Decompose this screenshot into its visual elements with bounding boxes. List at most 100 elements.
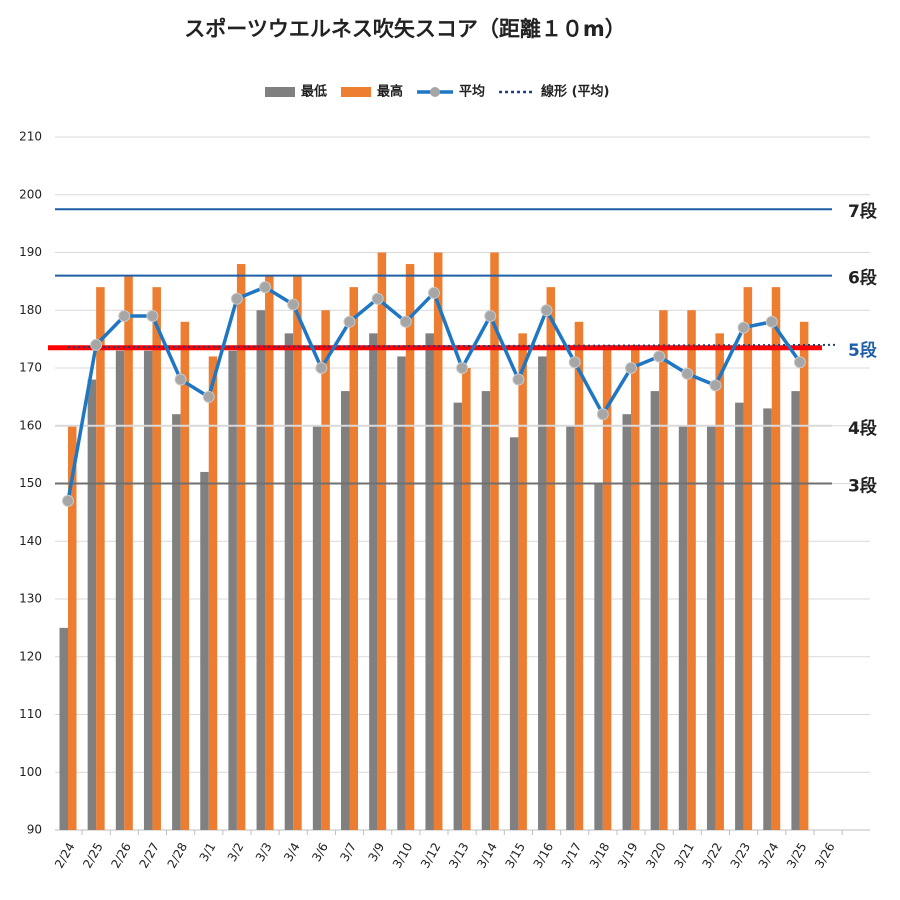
legend-label: 最低 [301,84,327,100]
bar [115,350,125,830]
y-tick-label: 120 [19,649,42,663]
y-tick-label: 180 [19,303,42,317]
bar [594,483,603,830]
y-tick-label: 190 [19,245,42,259]
x-tick-label: 3/25 [784,840,810,870]
point [62,494,74,507]
bar [462,368,471,830]
x-tick-label: 3/16 [531,840,557,870]
bar [256,310,266,830]
point [653,350,666,363]
point [765,315,778,328]
reference-label: 3段 [848,476,877,497]
bar [397,356,406,830]
bar [143,350,153,830]
bar [152,287,161,830]
bar [228,350,237,830]
point [709,379,722,392]
bar [631,344,640,830]
point [371,292,384,305]
chart-title: スポーツウエルネス吹矢スコア（距離１０m） [184,17,625,41]
bar [284,333,294,830]
bar [743,287,753,830]
bar [265,275,274,831]
bar [341,391,350,830]
bar [490,252,499,830]
y-tick-label: 110 [19,707,42,721]
point [287,298,300,311]
point [568,356,581,369]
bar [312,425,322,830]
bar [293,275,302,831]
bar [791,391,800,830]
bar [377,252,387,830]
bar [509,437,519,830]
bar [180,321,190,830]
bar [68,425,77,830]
point [793,356,806,369]
x-tick-label: 2/24 [52,840,78,870]
bar [96,287,105,830]
x-tick-label: 3/23 [728,840,754,870]
reference-label: 4段 [848,418,877,439]
point [427,286,440,299]
bar [566,425,575,830]
point [343,315,356,328]
reference-label: 7段 [848,201,877,222]
bar [659,310,668,830]
point [540,304,553,317]
bar [59,627,68,830]
x-tick-label: 3/4 [281,840,303,864]
bar [799,321,809,830]
y-tick-label: 210 [19,130,42,144]
x-tick-label: 2/27 [136,840,162,870]
bar [405,264,415,830]
point [202,390,215,403]
x-tick-label: 3/15 [502,840,528,870]
reference-label: 6段 [848,268,877,289]
x-tick-label: 3/2 [225,840,247,864]
bar [602,344,612,830]
x-tick-label: 3/24 [756,840,782,870]
bar [87,379,97,830]
bar [706,425,716,830]
y-tick-label: 200 [19,187,42,201]
bar [481,391,491,830]
x-tick-label: 3/21 [671,840,697,870]
x-tick-label: 3/20 [643,840,669,870]
bar [208,356,218,830]
y-tick-label: 160 [19,418,42,432]
legend-swatch [341,87,372,97]
point [456,362,469,374]
x-tick-label: 3/9 [365,840,387,864]
legend-label: 最高 [377,84,403,100]
bar [200,471,209,830]
x-tick-label: 2/26 [108,840,134,870]
bar [236,264,246,830]
bar [518,333,527,830]
trend-line [67,343,837,349]
x-tick-label: 3/7 [337,840,359,864]
point [681,367,694,380]
bar [771,287,781,830]
y-tick-label: 140 [19,534,42,548]
bar [369,333,378,830]
point [315,362,328,374]
y-tick-label: 170 [19,361,42,375]
x-tick-label: 3/26 [812,840,838,870]
x-tick-label: 3/14 [474,840,500,870]
point [118,310,131,323]
bar [650,391,660,830]
bar [687,310,696,830]
legend-label: 線形 (平均) [541,84,609,100]
x-tick-label: 2/25 [80,840,106,870]
y-tick-label: 90 [27,823,42,837]
y-tick-label: 150 [19,476,42,490]
point [596,408,609,421]
bar [574,321,584,830]
y-tick-label: 130 [19,592,42,606]
bar [349,287,358,830]
bar [321,310,330,830]
x-tick-label: 3/1 [197,840,219,864]
